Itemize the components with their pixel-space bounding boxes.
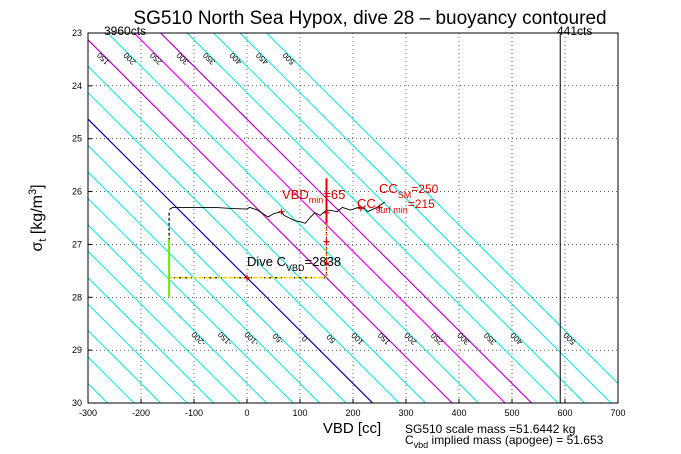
vbd-min-main: VBD <box>282 187 309 202</box>
x-tick-label: 600 <box>557 408 572 418</box>
y-tick-label: 26 <box>72 187 82 197</box>
x-tick-label: 500 <box>504 408 519 418</box>
contour-line-magenta <box>88 39 453 403</box>
contour-line <box>88 65 426 403</box>
contour-line <box>213 33 585 403</box>
y-label-exp: 3 <box>27 189 39 195</box>
y-label-units: [kg/m <box>29 195 46 239</box>
cc-surf-sub: surf min <box>376 205 408 215</box>
y-label-sub: t <box>37 239 49 242</box>
contour-line-magenta <box>160 33 533 403</box>
footer-vbd-sub: vbd <box>414 440 429 450</box>
x-tick-label: 400 <box>451 408 466 418</box>
cc-surf-annotation: CCsurf min=215 <box>357 196 435 215</box>
contour-line <box>88 277 214 403</box>
footer-c: C <box>405 433 414 447</box>
footer-implied-mass: Cvbd implied mass (apogee) = 51.653 <box>405 433 604 450</box>
data-marker <box>357 205 364 212</box>
y-tick-label: 25 <box>72 134 82 144</box>
contour-line <box>88 303 188 403</box>
contour-line-zero <box>88 118 374 403</box>
vbd-min-sub: min <box>309 195 324 205</box>
data-marker <box>323 259 330 266</box>
y-label-close: ] <box>29 184 46 188</box>
contour-line <box>88 92 400 403</box>
y-tick-label: 29 <box>72 345 82 355</box>
contour-line-highlight <box>133 33 506 403</box>
contour-line <box>88 197 294 403</box>
contour-line <box>266 33 618 385</box>
x-tick-label: 0 <box>244 408 249 418</box>
y-tick-label: 28 <box>72 292 82 302</box>
cc-sm-value: =250 <box>411 182 438 196</box>
x-tick-label: 700 <box>610 408 625 418</box>
plot-area: 150 200 250 300 350 400 450 500-200 -150 -100 -50 0… <box>72 28 626 418</box>
x-axis-label: VBD [cc] <box>323 420 381 437</box>
chart-title: SG510 North Sea Hypox, dive 28 – buoyanc… <box>133 8 606 29</box>
contour-line <box>107 33 479 403</box>
data-marker <box>376 204 383 211</box>
y-tick-label: 27 <box>72 239 82 249</box>
cc-sm-sub: SM <box>398 190 412 200</box>
vbd-min-value: =65 <box>323 187 345 202</box>
contour-line <box>88 250 241 403</box>
x-tick-label: -300 <box>79 408 97 418</box>
data-marker <box>323 209 330 216</box>
x-tick-label: 100 <box>292 408 307 418</box>
contour-line <box>88 144 347 403</box>
cc-sm-annotation: CCSM=250 <box>379 181 439 200</box>
profile-line <box>168 201 386 224</box>
data-series <box>168 33 561 403</box>
cc-surf-value: =215 <box>408 197 435 211</box>
footer-implied-text: implied mass (apogee) = 51.653 <box>428 433 603 447</box>
y-label-sigma: σ <box>29 242 46 252</box>
cc-surf-main: CC <box>357 196 376 211</box>
data-marker <box>244 274 250 281</box>
y-tick-label: 24 <box>72 81 82 91</box>
svg-text:σt [kg/m3]: σt [kg/m3] <box>27 184 49 251</box>
x-tick-label: 200 <box>345 408 360 418</box>
footer-scale-mass: SG510 scale mass =51.6442 kg <box>405 422 575 436</box>
x-tick-label: 300 <box>398 408 413 418</box>
dive-c-annotation: Dive CVBD=2838 <box>247 254 341 273</box>
contour-line <box>88 171 320 403</box>
dive-c-value: =2838 <box>305 254 342 269</box>
top-right-count: 441cts <box>557 24 592 38</box>
annotations: VBDmin=65 CCSM=250 CCsurf min=215 Dive C… <box>247 181 439 273</box>
y-axis-label: σt [kg/m3] <box>27 184 49 251</box>
contour-line <box>186 33 559 403</box>
data-marker <box>323 238 330 245</box>
data-marker <box>278 208 285 215</box>
dive-c-main: Dive C <box>247 254 286 269</box>
cc-sm-main: CC <box>379 181 398 196</box>
contour-label-bottom: 0 <box>299 334 309 344</box>
contour-lines <box>88 33 618 403</box>
dive-c-sub: VBD <box>286 263 305 273</box>
vbd-min-annotation: VBDmin=65 <box>282 187 345 205</box>
grid-lines <box>88 33 618 403</box>
contour-line <box>88 224 267 403</box>
axis-ticks: -300 -200 -100 0 100 200 300 400 500 600 700232425… <box>72 28 626 418</box>
x-tick-label: -200 <box>132 408 150 418</box>
y-tick-label: 30 <box>72 398 82 408</box>
top-left-count: 3960cts <box>104 24 146 38</box>
y-tick-label: 23 <box>72 28 82 38</box>
contour-line <box>88 329 161 403</box>
contour-line <box>239 33 612 403</box>
x-tick-label: -100 <box>185 408 203 418</box>
